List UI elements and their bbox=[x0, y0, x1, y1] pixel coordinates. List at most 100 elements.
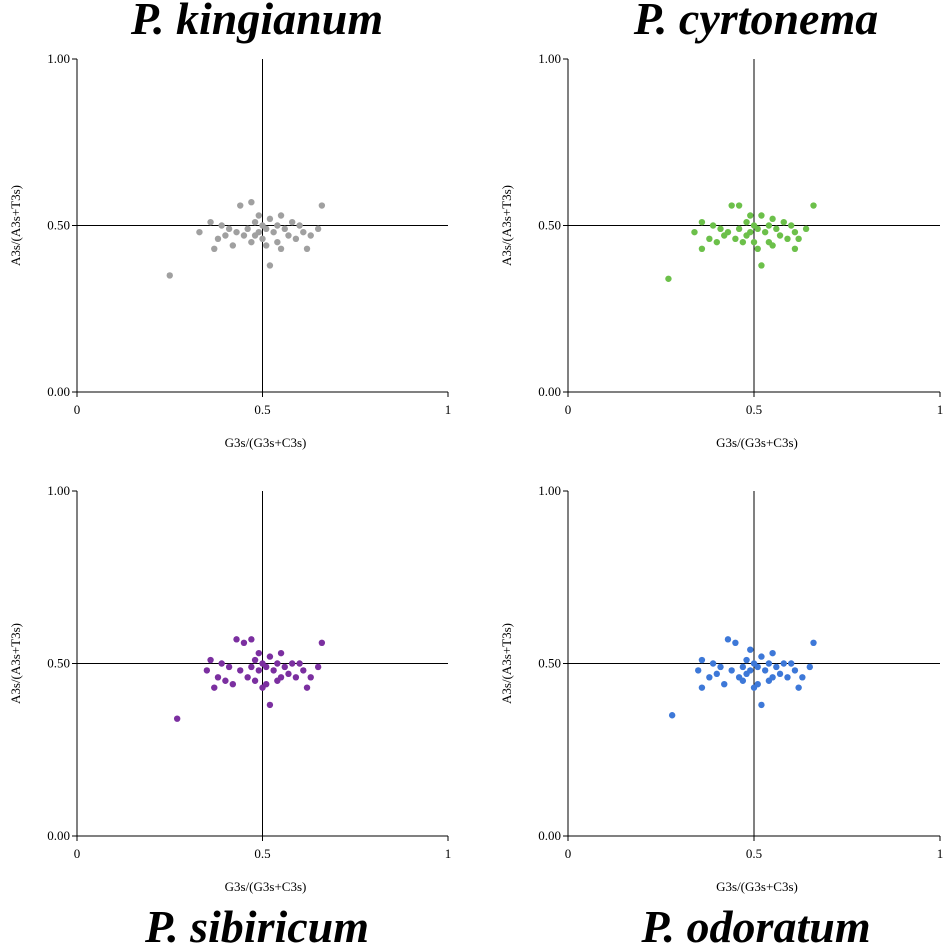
data-point bbox=[237, 202, 244, 209]
data-point bbox=[728, 202, 735, 209]
data-point bbox=[266, 653, 274, 660]
data-point bbox=[765, 660, 773, 667]
data-point bbox=[307, 232, 314, 239]
data-point bbox=[791, 245, 799, 253]
data-point bbox=[769, 242, 776, 249]
data-point bbox=[229, 242, 237, 249]
data-point bbox=[285, 232, 292, 239]
data-point bbox=[303, 245, 311, 253]
data-point bbox=[810, 202, 817, 209]
data-point bbox=[717, 225, 724, 233]
x-tick-label: 0.5 bbox=[746, 846, 762, 861]
data-point bbox=[207, 656, 214, 664]
data-point bbox=[296, 222, 303, 229]
data-point bbox=[717, 663, 724, 671]
data-point bbox=[747, 646, 754, 653]
x-tick-label: 1 bbox=[445, 402, 452, 417]
y-tick-label: 0.50 bbox=[47, 656, 70, 671]
data-point bbox=[263, 242, 270, 249]
data-point bbox=[296, 660, 303, 667]
data-point bbox=[214, 235, 222, 243]
data-point bbox=[724, 636, 732, 643]
data-point bbox=[166, 272, 173, 279]
data-point bbox=[795, 684, 802, 691]
data-point bbox=[266, 262, 274, 269]
data-point bbox=[724, 228, 732, 236]
y-tick-label: 1.00 bbox=[538, 483, 561, 498]
data-point bbox=[754, 245, 761, 253]
plot-cyrtonema: 0.00 0.50 1.00 0 0.5 1 G3s/(G3s+C3s) A3s/(A3s+T… bbox=[499, 51, 943, 450]
data-point bbox=[263, 663, 270, 671]
x-tick-label: 0 bbox=[74, 402, 81, 417]
data-point bbox=[791, 228, 799, 236]
data-point bbox=[706, 674, 713, 681]
x-axis-label: G3s/(G3s+C3s) bbox=[716, 435, 798, 450]
data-point bbox=[769, 674, 776, 681]
data-point bbox=[754, 663, 761, 671]
data-point bbox=[795, 235, 802, 243]
data-point bbox=[263, 681, 270, 688]
data-point bbox=[233, 636, 240, 643]
data-point bbox=[244, 674, 251, 681]
data-point bbox=[214, 674, 222, 681]
data-point bbox=[274, 238, 281, 246]
data-point bbox=[728, 667, 735, 674]
data-point bbox=[237, 667, 244, 674]
data-point bbox=[222, 677, 229, 684]
x-axis-label: G3s/(G3s+C3s) bbox=[225, 435, 307, 450]
data-point bbox=[318, 639, 326, 646]
data-point bbox=[769, 649, 776, 657]
data-point bbox=[274, 222, 281, 229]
data-point bbox=[758, 262, 765, 269]
data-point bbox=[288, 660, 296, 667]
data-point bbox=[732, 639, 739, 646]
data-point bbox=[713, 238, 720, 246]
data-point bbox=[761, 667, 769, 674]
data-point bbox=[788, 222, 795, 229]
data-point bbox=[233, 228, 240, 236]
data-point bbox=[802, 225, 810, 233]
data-point bbox=[173, 715, 181, 722]
data-point bbox=[292, 235, 300, 243]
y-tick-label: 1.00 bbox=[47, 483, 70, 498]
data-point bbox=[698, 684, 706, 691]
data-point bbox=[277, 649, 285, 657]
chart-title-cyrtonema: P. cyrtonema bbox=[633, 0, 879, 44]
data-point bbox=[743, 656, 750, 664]
y-tick-label: 1.00 bbox=[47, 51, 70, 66]
data-point bbox=[314, 663, 322, 671]
data-point bbox=[248, 198, 255, 206]
data-point bbox=[776, 670, 784, 678]
data-point bbox=[735, 225, 743, 233]
data-point bbox=[668, 712, 676, 719]
data-point bbox=[218, 222, 225, 229]
y-axis-label: A3s/(A3s+T3s) bbox=[8, 185, 23, 266]
data-point bbox=[307, 674, 314, 681]
data-point bbox=[248, 663, 255, 671]
data-point bbox=[274, 660, 281, 667]
data-point bbox=[259, 235, 266, 243]
x-tick-label: 0.5 bbox=[254, 402, 270, 417]
data-point bbox=[225, 225, 233, 233]
y-axis-label: A3s/(A3s+T3s) bbox=[499, 185, 514, 266]
data-point bbox=[698, 656, 706, 664]
data-point bbox=[255, 667, 262, 674]
data-point bbox=[314, 225, 322, 233]
data-point bbox=[739, 677, 747, 684]
data-point bbox=[285, 670, 292, 678]
data-point bbox=[765, 222, 773, 229]
chart-title-kingianum: P. kingianum bbox=[130, 0, 384, 44]
data-point bbox=[255, 649, 262, 657]
data-point bbox=[780, 660, 787, 667]
data-point bbox=[747, 228, 754, 236]
data-point bbox=[270, 667, 277, 674]
data-point bbox=[732, 235, 739, 243]
data-point bbox=[207, 218, 214, 226]
data-point bbox=[266, 215, 274, 223]
data-point bbox=[196, 228, 203, 236]
x-tick-label: 0 bbox=[565, 402, 572, 417]
y-tick-label: 0.00 bbox=[538, 384, 561, 399]
data-point bbox=[806, 663, 813, 671]
data-point bbox=[270, 228, 277, 236]
y-axis-label: A3s/(A3s+T3s) bbox=[8, 623, 23, 704]
